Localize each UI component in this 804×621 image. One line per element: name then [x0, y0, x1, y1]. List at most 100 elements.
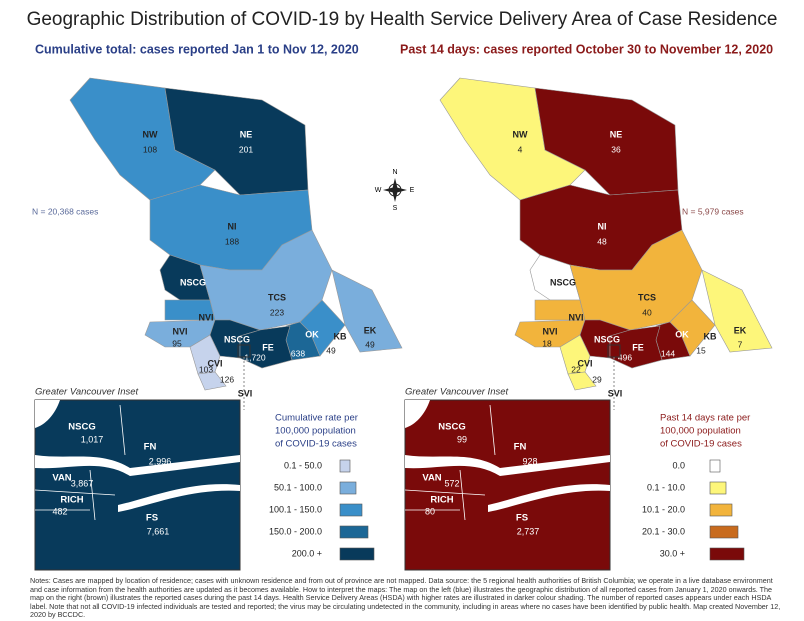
total-cases: N = 5,979 cases [682, 206, 744, 216]
region-count: 144 [661, 348, 675, 358]
title: Geographic Distribution of COVID-19 by H… [27, 9, 778, 30]
region-name: NI [598, 221, 607, 231]
region-count: 29 [592, 374, 602, 384]
region-name: NSCG [550, 277, 576, 287]
inset-region-count: 1,017 [81, 434, 104, 444]
region-name: NE [240, 129, 253, 139]
subtitle: Past 14 days: cases reported October 30 … [400, 42, 773, 56]
region-area [331, 269, 403, 353]
region-count: 638 [291, 348, 305, 358]
legend-title: Cumulative rate per [275, 413, 358, 424]
legend-title: of COVID-19 cases [275, 439, 357, 450]
region-count: 7 [738, 339, 743, 349]
inset-region-name: VAN [52, 473, 71, 484]
legend-label: 0.1 - 10.0 [647, 482, 685, 492]
region-count: 49 [365, 339, 375, 349]
region-name: CVI [577, 358, 592, 368]
legend-swatch [339, 547, 375, 561]
region-name: FE [262, 342, 274, 352]
legend-swatch [339, 525, 369, 539]
legend-swatch [709, 525, 739, 539]
map-panel: Cumulative total: cases reported Jan 1 t… [32, 42, 403, 571]
inset-region-count: 572 [444, 478, 459, 488]
compass: N E S W [375, 169, 415, 212]
legend-swatch [709, 459, 721, 473]
region-name: NSCG [594, 334, 620, 344]
compass-s: S [393, 205, 398, 212]
region-area [609, 325, 663, 369]
region-count: 15 [696, 345, 706, 355]
region-area [197, 371, 227, 391]
region-name: NSCG [180, 277, 206, 287]
region-count: 188 [225, 236, 239, 246]
region-name: TCS [268, 292, 286, 302]
region-area [701, 269, 773, 353]
inset-title: Greater Vancouver Inset [405, 387, 509, 398]
region-count: 201 [239, 144, 253, 154]
region-count: 40 [642, 307, 652, 317]
legend-label: 100.1 - 150.0 [269, 504, 322, 514]
inset-region-name: NSCG [438, 422, 465, 433]
region-count: 22 [571, 364, 581, 374]
region-name: NE [610, 129, 623, 139]
region-count: 36 [611, 144, 621, 154]
notes: Notes: Cases are mapped by location of r… [30, 576, 781, 620]
inset-region-count: 2,996 [149, 456, 172, 466]
total-cases: N = 20,368 cases [32, 206, 98, 216]
inset-borders [34, 404, 126, 521]
inset-region-name: RICH [60, 495, 83, 506]
inset-region-name: FN [514, 442, 527, 453]
inset-region-count: 482 [52, 506, 67, 516]
region-area [299, 299, 346, 357]
inset-region-count: 80 [425, 506, 435, 516]
region-name: OK [305, 329, 319, 339]
compass-n: N [392, 169, 397, 176]
region-name: TCS [638, 292, 656, 302]
inset-borders [404, 404, 496, 521]
region-count: 95 [172, 338, 182, 348]
legend-title: 100,000 population [660, 426, 741, 437]
region-name: FE [632, 342, 644, 352]
inset-title: Greater Vancouver Inset [35, 387, 139, 398]
region-count: 48 [597, 236, 607, 246]
region-count: 126 [220, 374, 234, 384]
legend-label: 20.1 - 30.0 [642, 526, 685, 536]
legend-label: 200.0 + [292, 548, 322, 558]
inset-region-name: NSCG [68, 422, 95, 433]
region-name: NVI [542, 326, 557, 336]
subtitle: Cumulative total: cases reported Jan 1 t… [35, 42, 359, 56]
region-name: NI [228, 221, 237, 231]
region-name: CVI [207, 358, 222, 368]
inset-region-count: 2,737 [517, 526, 540, 536]
region-name: NW [513, 129, 528, 139]
region-area [189, 334, 221, 375]
legend-swatch [709, 503, 733, 517]
inset-region-name: FS [146, 513, 158, 524]
legend-swatch [709, 547, 745, 561]
inset-region-name: RICH [430, 495, 453, 506]
compass-e: E [410, 187, 415, 194]
region-name: NW [143, 129, 158, 139]
legend-label: 0.1 - 50.0 [284, 460, 322, 470]
region-area [559, 334, 591, 375]
inset-region-name: VAN [422, 473, 441, 484]
region-count: 496 [618, 352, 632, 362]
region-count: 103 [199, 364, 213, 374]
legend-swatch [709, 481, 727, 495]
region-name: EK [364, 325, 377, 335]
legend-swatch [339, 503, 363, 517]
region-name: KB [704, 331, 717, 341]
legend-label: 30.0 + [660, 548, 685, 558]
legend-swatch [339, 481, 357, 495]
legend-label: 50.1 - 100.0 [274, 482, 322, 492]
inset-region-count: 99 [457, 434, 467, 444]
region-count: 108 [143, 144, 157, 154]
region-count: 49 [326, 345, 336, 355]
region-area [669, 299, 716, 357]
region-name: EK [734, 325, 747, 335]
region-area [567, 371, 597, 391]
region-count: 223 [270, 307, 284, 317]
region-name: NSCG [224, 334, 250, 344]
legend-title: of COVID-19 cases [660, 439, 742, 450]
